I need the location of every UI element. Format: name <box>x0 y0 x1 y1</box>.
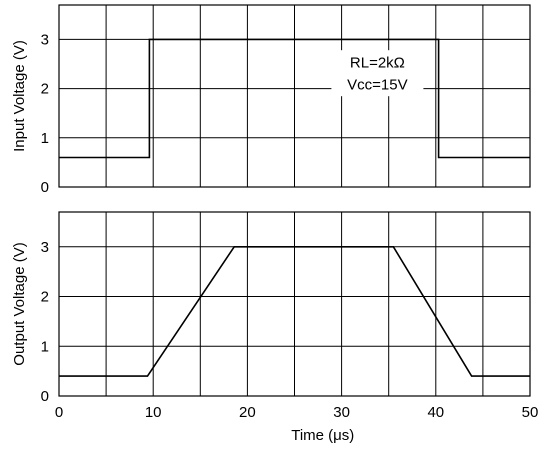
output-grid <box>58 212 531 397</box>
y-tick-label: 0 <box>41 179 49 196</box>
x-tick-label: 40 <box>427 404 444 421</box>
x-tick-label: 0 <box>55 404 63 421</box>
input-grid <box>58 5 531 188</box>
x-axis-label: Time (μs) <box>291 427 354 444</box>
y-tick-label: 0 <box>41 388 49 405</box>
annotation-vcc: Vcc=15V <box>347 77 407 94</box>
input-voltage-line <box>59 38 530 159</box>
output-voltage-line <box>59 246 530 377</box>
y-tick-label: 1 <box>41 338 49 355</box>
y-tick-label: 3 <box>41 31 49 48</box>
input-y-ticks: 0 1 2 3 <box>41 31 49 196</box>
y-tick-label: 1 <box>41 130 49 147</box>
output-plot-frame <box>58 211 531 397</box>
y-tick-label: 2 <box>41 289 49 306</box>
output-y-axis-label: Output Voltage (V) <box>11 242 28 365</box>
x-tick-label: 30 <box>333 404 350 421</box>
input-voltage-panel: RL=2kΩ Vcc=15V 0 1 2 3 Input Voltage (V) <box>11 4 531 196</box>
annotation-rl: RL=2kΩ <box>350 54 405 71</box>
annotation-background <box>331 50 424 97</box>
output-y-ticks: 0 1 2 3 <box>41 239 49 405</box>
input-y-axis-label: Input Voltage (V) <box>11 40 28 152</box>
output-voltage-panel: 0 1 2 3 0 10 20 30 40 50 Output Voltage (V) Time… <box>11 211 539 444</box>
x-tick-label: 50 <box>522 404 539 421</box>
x-ticks: 0 10 20 30 40 50 <box>55 404 539 421</box>
x-tick-label: 10 <box>145 404 162 421</box>
x-tick-label: 20 <box>239 404 256 421</box>
y-tick-label: 3 <box>41 239 49 256</box>
input-plot-frame <box>58 4 531 188</box>
y-tick-label: 2 <box>41 81 49 98</box>
